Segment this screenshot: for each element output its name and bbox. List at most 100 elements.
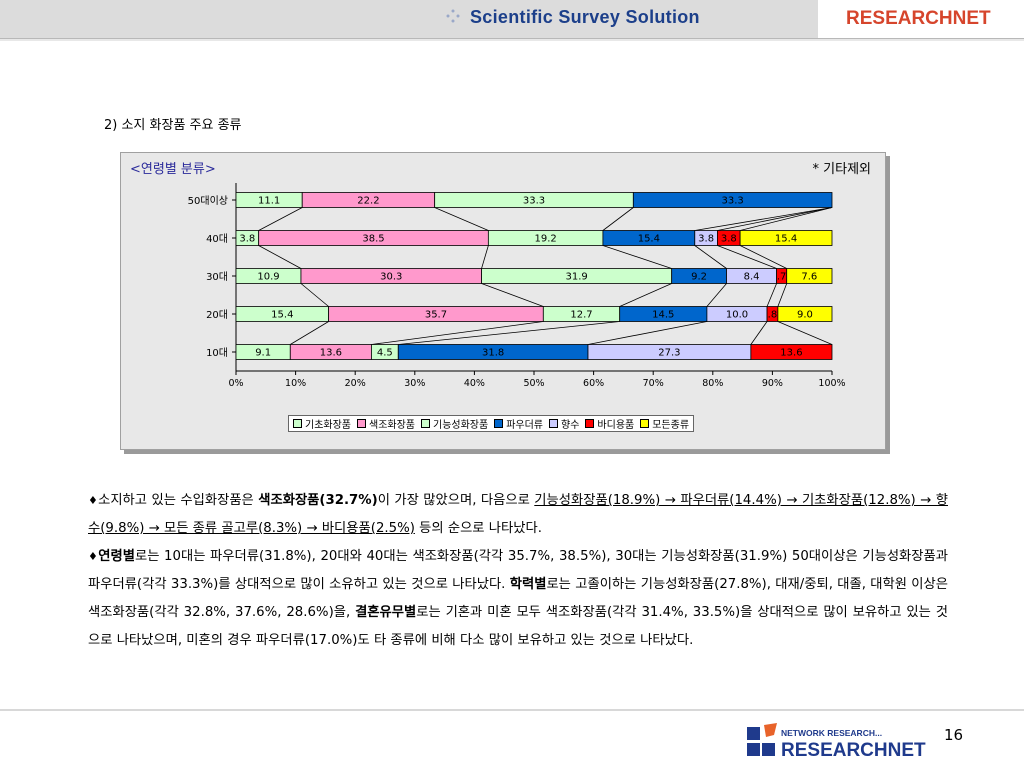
page-number: 16 [944,726,964,744]
data-label: 33.3 [722,196,744,207]
legend-label: 기초화장품 [305,420,351,431]
text-segment: ♦ [88,494,99,507]
header-brand-logo: RESEARCHNET [846,8,991,29]
series-connector-line [706,283,727,307]
legend-label: 파우더류 [506,420,544,431]
summary-text: ♦소지하고 있는 수입화장품은 색조화장품(32.7%)이 가장 많았으며, 다… [88,487,948,655]
text-segment: 이 가장 많았으며, 다음으로 [377,493,535,508]
data-label: 9.0 [797,310,813,321]
summary-paragraph: ♦연령별로는 10대는 파우더류(31.8%), 20대와 40대는 색조화장품… [88,543,948,655]
series-connector-line [258,207,303,231]
bar-segment [632,192,833,208]
logo-orange-mark [764,723,777,737]
chart-legend: 기초화장품 색조화장품 기능성화장품 파우더류 향수 바디용품 모든종류 [288,415,695,432]
legend-swatch [494,419,504,428]
summary-paragraph: ♦소지하고 있는 수입화장품은 색조화장품(32.7%)이 가장 많았으며, 다… [88,487,948,543]
x-tick-label: 20% [345,378,366,389]
data-label: 9.1 [255,348,271,359]
legend-swatch [585,419,595,428]
legend-swatch [293,419,302,428]
text-segment: 색조화장품(32.7%) [258,493,378,508]
category-label: 20대 [206,309,228,321]
text-segment: 로는 10대는 파우더류(31.8%), 20대와 40대는 색조화장품(각각 … [88,549,948,592]
series-connector-line [717,245,777,269]
logo-square-bottom-left [747,743,760,756]
x-tick-label: 80% [702,378,723,389]
x-tick-label: 0% [228,378,243,389]
legend-label: 색조화장품 [369,420,415,431]
series-connector-line [481,245,489,269]
data-label: 3.8 [698,234,714,245]
series-connector-line [694,245,727,269]
series-connector-line [290,321,329,345]
data-label: 11.1 [258,196,280,207]
data-label: 33.3 [523,196,545,207]
header-divider [0,39,1024,41]
series-connector-line [717,207,833,231]
text-segment: 결혼유무별 [355,605,417,620]
data-label: 7.6 [801,272,817,283]
series-connector-line [371,321,544,345]
x-tick-label: 70% [643,378,664,389]
text-segment: 등의 순으로 나타났다. [414,521,542,536]
series-connector-line [602,207,634,231]
data-label: 15.4 [271,310,293,321]
logo-square-bottom-right [762,743,775,756]
series-connector-line [587,321,707,345]
legend-swatch [357,419,366,428]
data-label: 3.8 [721,234,737,245]
text-segment: ♦ [88,550,99,563]
bar-segment [750,344,833,360]
data-label: 22.2 [357,196,379,207]
data-label: .8 [768,310,778,321]
series-connector-line [300,283,329,307]
category-label: 10대 [206,347,228,359]
legend-swatch [549,419,559,428]
text-segment: 로는 기혼과 미혼 모두 색조화장품(각각 31.4%, 33.5%)을 상대적… [88,605,948,648]
data-label: 10.9 [257,272,279,283]
chart-title: <연령별 분류> [130,162,216,177]
legend-item: 기능성화장품 [421,416,488,431]
data-label: 19.2 [535,234,557,245]
series-connector-line [694,207,833,231]
legend-label: 기능성화장품 [433,420,489,431]
header-brand-box [818,0,1024,38]
series-connector-line [750,321,768,345]
series-connector-line [258,245,302,269]
legend-item: 바디용품 [585,416,634,431]
category-label: 40대 [206,233,228,245]
x-tick-label: 30% [404,378,425,389]
data-label: 31.9 [565,272,587,283]
x-tick-label: 60% [583,378,604,389]
dots-icon [446,9,460,23]
data-label: 9.2 [691,272,707,283]
data-label: 8.4 [744,272,760,283]
data-label: 15.4 [775,234,797,245]
data-label: 10.0 [726,310,748,321]
series-connector-line [739,245,787,269]
x-tick-label: 40% [464,378,485,389]
logo-large-text: RESEARCHNET [781,740,926,761]
series-connector-line [619,283,672,307]
data-label: 3.8 [239,234,255,245]
logo-small-text: NETWORK RESEARCH... [781,728,882,738]
bar-segment [786,268,833,284]
legend-label: 모든종류 [652,420,690,431]
logo-square-top [747,727,760,740]
series-connector-line [434,207,489,231]
x-tick-label: 90% [762,378,783,389]
x-tick-label: 10% [285,378,306,389]
data-label: 30.3 [380,272,402,283]
header-bar: Scientific Survey Solution RESEARCHNET [0,0,1024,39]
legend-item: 파우더류 [494,416,543,431]
data-label: 13.6 [780,348,802,359]
data-label: 4.5 [377,348,393,359]
series-connector-line [740,207,833,231]
x-tick-label: 50% [523,378,544,389]
text-segment: 연령별 [98,549,135,564]
legend-swatch [640,419,650,428]
data-label: 38.5 [362,234,384,245]
legend-item: 모든종류 [640,416,689,431]
bar-segment [739,230,833,246]
text-segment: 로는 고졸이하는 기능성화장품(27.8%), 대재/중퇴, 대졸, 대학원 이… [88,577,949,620]
